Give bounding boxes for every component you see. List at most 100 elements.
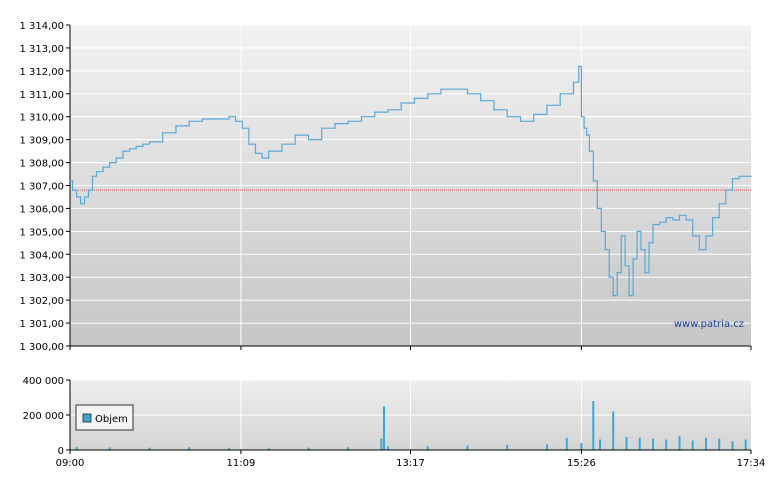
price-point xyxy=(586,134,588,136)
volume-bar xyxy=(466,445,469,450)
volume-bar xyxy=(387,446,389,450)
price-point xyxy=(115,157,117,159)
price-point xyxy=(175,125,177,127)
price-point xyxy=(658,221,661,223)
volume-bar xyxy=(188,447,191,450)
volume-bar xyxy=(380,438,383,450)
price-point xyxy=(235,120,237,122)
volume-bar xyxy=(307,447,310,450)
price-point xyxy=(628,294,630,297)
volume-grid xyxy=(70,379,751,450)
price-point xyxy=(546,104,548,106)
price-point xyxy=(718,203,720,205)
price-point xyxy=(135,145,137,148)
price-point xyxy=(750,175,752,177)
price-y-tick-label: 1 314,00 xyxy=(19,21,64,32)
price-points xyxy=(69,65,752,297)
price-point xyxy=(592,180,594,182)
price-point xyxy=(616,272,618,274)
price-point xyxy=(745,175,747,177)
volume-y-tick-label: 0 xyxy=(58,446,64,457)
price-panel: 1 300,00 1 301,00 1 302,00 1 303,00 1 304,00… xyxy=(19,21,752,353)
price-point xyxy=(215,118,217,120)
price-point xyxy=(636,230,638,232)
price-point xyxy=(294,134,296,136)
price-point xyxy=(612,294,614,297)
price-point xyxy=(604,249,606,251)
price-point xyxy=(268,150,270,152)
price-point xyxy=(453,88,455,90)
price-point xyxy=(665,217,667,219)
price-y-axis: 1 300,00 1 301,00 1 302,00 1 303,00 1 304,00… xyxy=(19,21,70,353)
price-point xyxy=(506,116,508,118)
price-point xyxy=(583,127,585,129)
price-point xyxy=(588,150,590,152)
volume-bar xyxy=(75,446,78,450)
price-point xyxy=(87,189,90,191)
price-point xyxy=(608,276,610,278)
price-point xyxy=(427,93,429,95)
price-y-tick-label: 1 312,00 xyxy=(19,67,64,78)
price-point xyxy=(129,148,131,150)
price-point xyxy=(102,166,104,168)
price-point xyxy=(228,116,230,118)
volume-bar xyxy=(347,447,350,450)
volume-x-axis: 09:00 11:09 13:17 15:26 17:34 xyxy=(56,450,766,469)
volume-bar xyxy=(731,441,734,451)
price-point xyxy=(493,109,495,111)
price-point xyxy=(387,109,389,111)
volume-bar xyxy=(665,439,668,450)
price-point xyxy=(83,196,86,198)
price-point xyxy=(142,143,144,145)
price-point xyxy=(672,219,674,221)
price-point xyxy=(698,249,700,251)
price-point xyxy=(731,178,734,180)
price-point xyxy=(248,143,250,145)
volume-y-tick-label: 200 000 xyxy=(23,411,64,422)
volume-bar xyxy=(625,436,628,450)
price-point xyxy=(572,81,575,83)
price-point xyxy=(69,180,71,182)
price-point xyxy=(148,141,151,143)
price-point xyxy=(580,116,583,118)
price-grid xyxy=(70,24,751,346)
volume-bar xyxy=(705,437,707,451)
price-point xyxy=(685,219,687,221)
price-point xyxy=(347,120,349,122)
price-point xyxy=(711,217,714,219)
volume-bar xyxy=(580,443,583,450)
volume-bar xyxy=(546,444,548,450)
volume-bar xyxy=(612,411,615,450)
price-point xyxy=(76,196,78,198)
price-y-tick-label: 1 301,00 xyxy=(19,319,64,330)
price-y-tick-label: 1 305,00 xyxy=(19,227,64,238)
volume-bar xyxy=(691,440,694,450)
price-point xyxy=(188,120,190,122)
watermark: www.patria.cz xyxy=(674,319,744,330)
price-point xyxy=(413,97,416,99)
price-y-tick-label: 1 304,00 xyxy=(19,250,64,261)
price-point xyxy=(678,214,681,216)
price-point xyxy=(705,235,707,237)
price-point xyxy=(281,143,283,145)
price-point xyxy=(79,203,82,205)
price-point xyxy=(254,152,257,154)
price-point xyxy=(692,235,694,237)
volume-bar xyxy=(592,401,595,450)
volume-bar xyxy=(599,439,601,450)
price-point xyxy=(307,139,310,141)
x-tick-label: 17:34 xyxy=(737,458,766,469)
volume-bar xyxy=(426,446,429,450)
price-x-ticks xyxy=(69,346,752,350)
price-point xyxy=(624,265,626,267)
price-y-tick-label: 1 310,00 xyxy=(19,113,64,124)
price-y-tick-label: 1 307,00 xyxy=(19,182,64,193)
volume-bars xyxy=(75,401,747,451)
price-point xyxy=(632,258,634,260)
volume-y-axis: 0 200 000 400 000 xyxy=(23,376,70,457)
price-point xyxy=(201,118,204,120)
price-point xyxy=(91,175,94,177)
price-point xyxy=(648,242,650,244)
price-point xyxy=(652,223,654,226)
volume-y-tick-label: 400 000 xyxy=(23,376,64,387)
